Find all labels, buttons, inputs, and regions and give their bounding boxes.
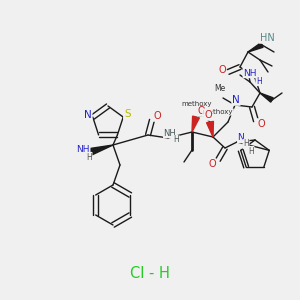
Text: methoxy: methoxy [203,109,233,115]
Text: O: O [153,111,161,121]
Text: NH: NH [76,145,90,154]
Text: H: H [243,140,249,148]
Text: O: O [204,110,212,120]
Text: NH: NH [164,128,176,137]
Text: H: H [173,136,179,145]
Text: O: O [208,159,216,169]
Text: methoxy: methoxy [182,101,212,107]
Text: S: S [124,109,130,119]
Polygon shape [192,116,200,132]
Polygon shape [207,121,213,137]
Polygon shape [248,43,263,52]
Text: O: O [218,65,226,75]
Text: N: N [232,95,240,105]
Text: N: N [238,134,244,142]
Polygon shape [260,93,273,102]
Text: Cl - H: Cl - H [130,266,170,280]
Polygon shape [89,145,113,155]
Text: Me: Me [214,84,226,93]
Text: HN: HN [260,33,274,43]
Text: H: H [86,152,92,161]
Text: O: O [197,106,205,116]
Text: N: N [84,110,92,120]
Text: H: H [256,76,262,85]
Text: O: O [257,119,265,129]
Text: H: H [248,146,254,155]
Text: NH: NH [243,68,257,77]
